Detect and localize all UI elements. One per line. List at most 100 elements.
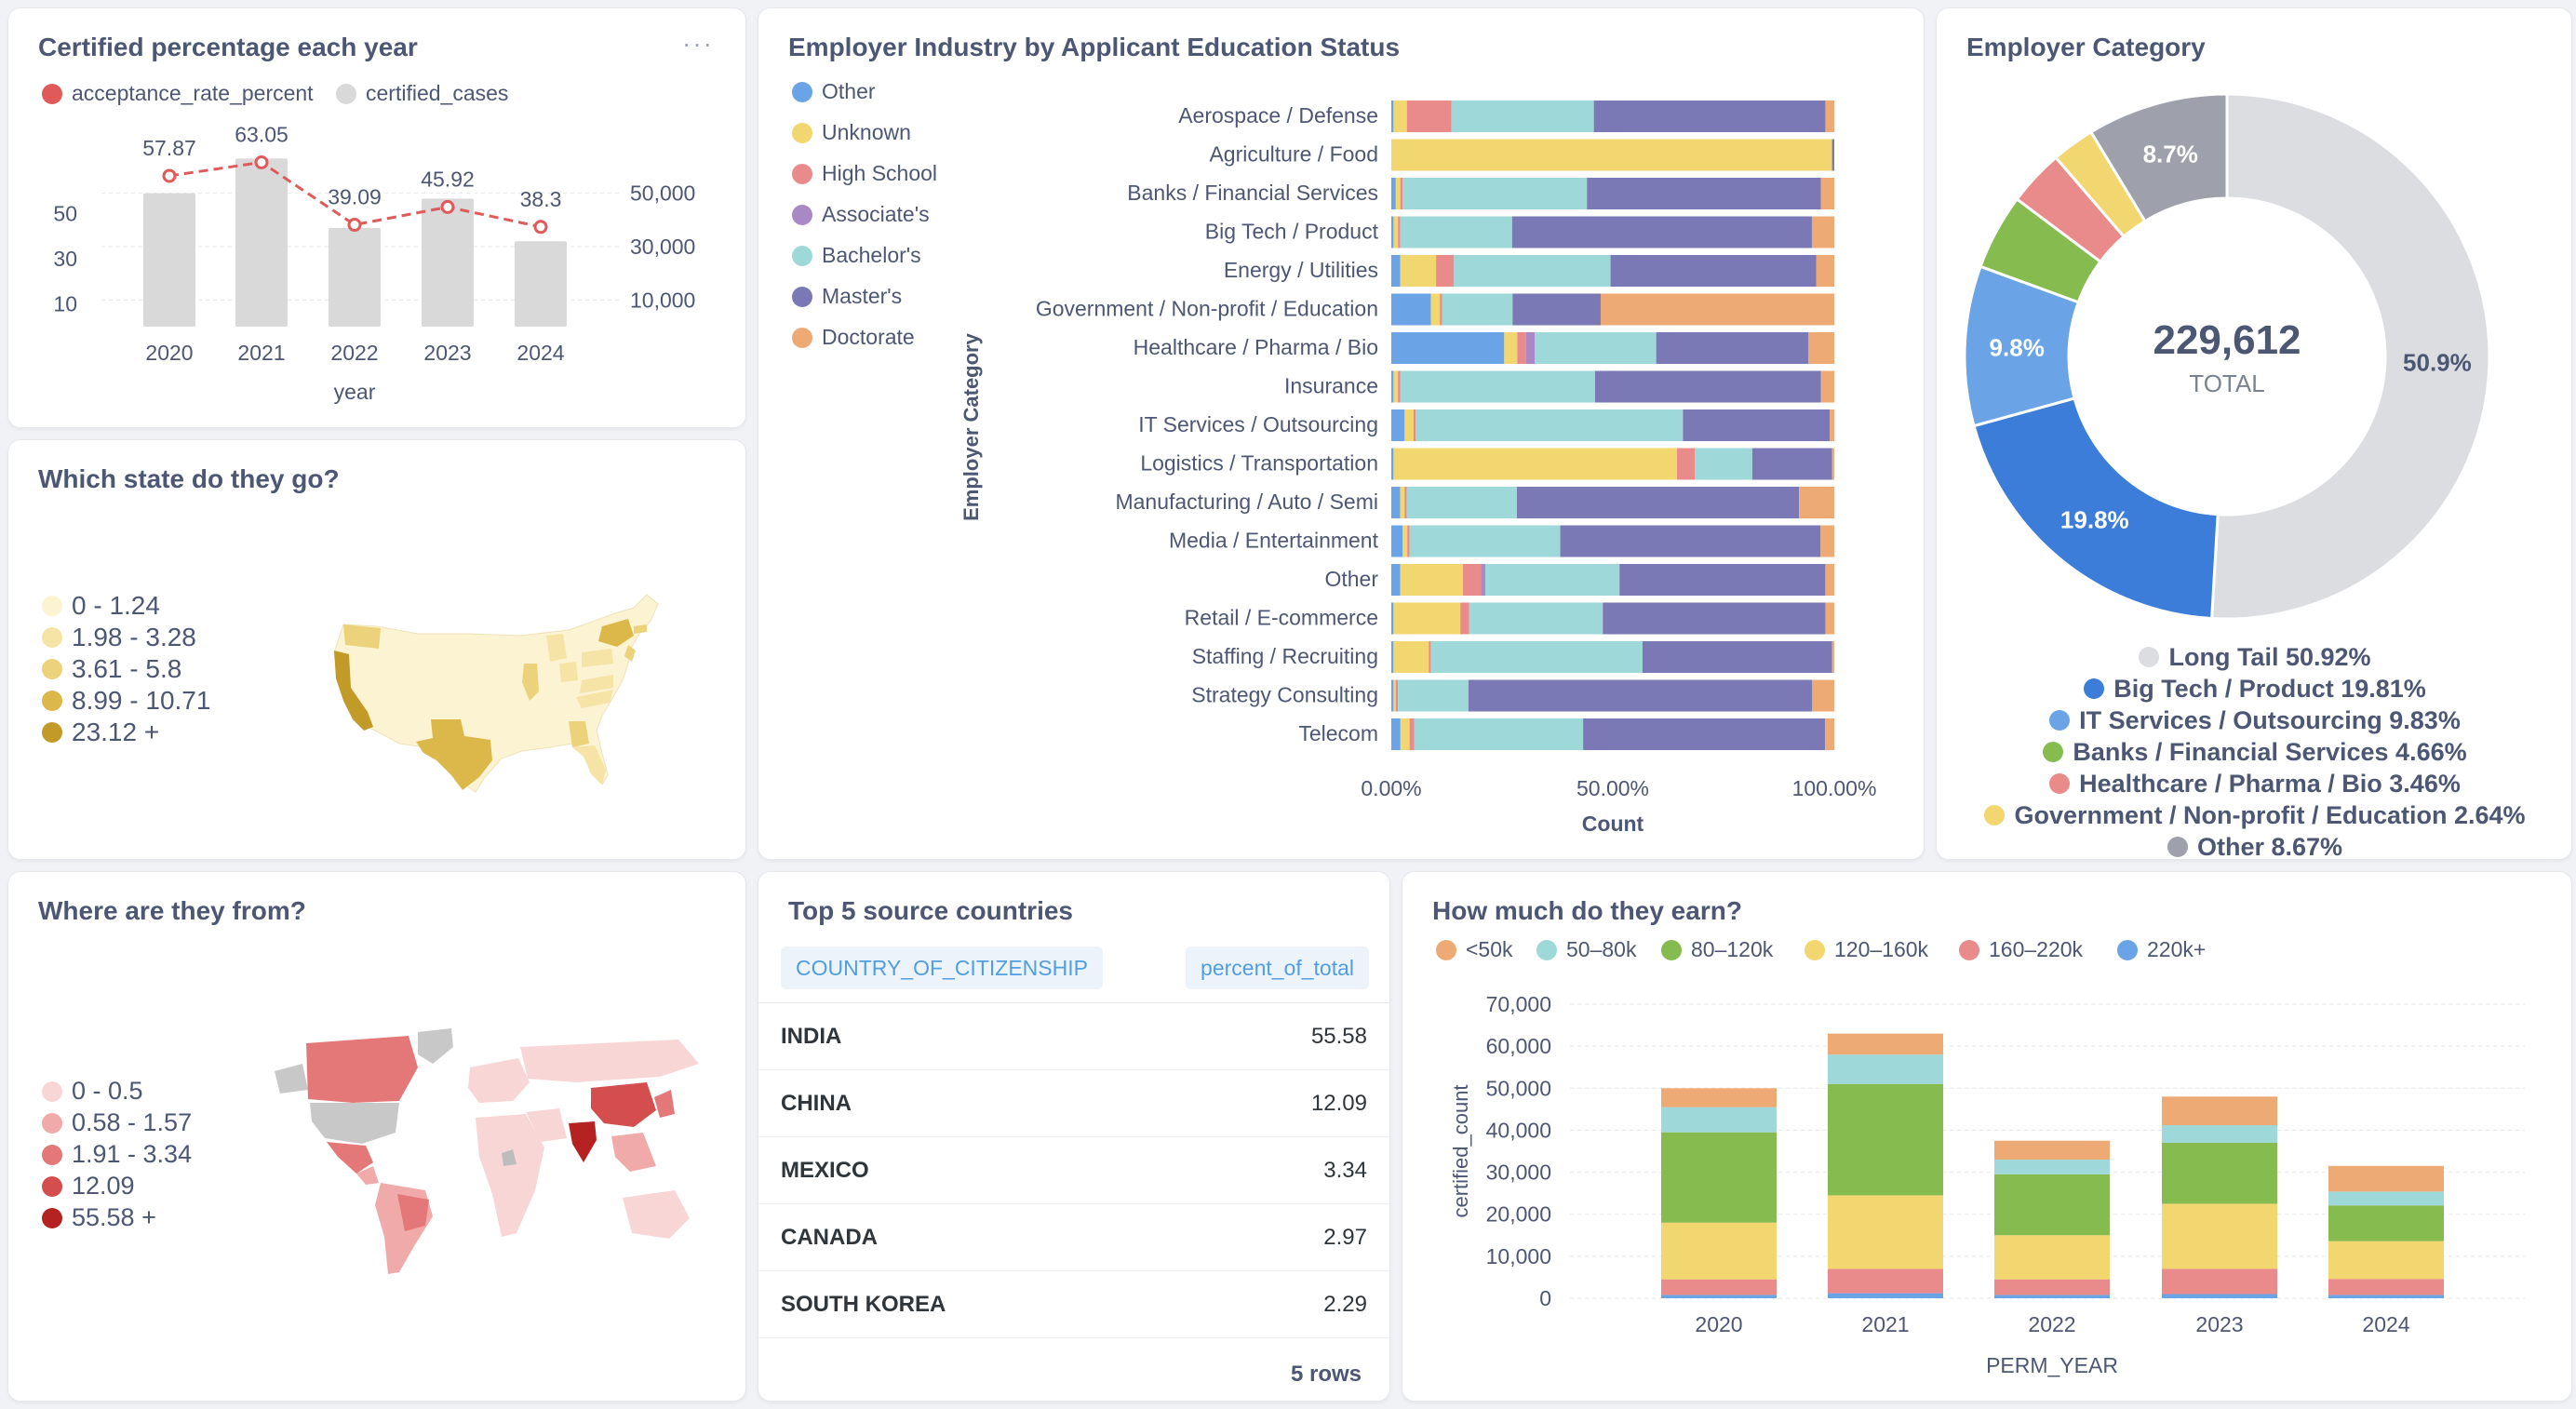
- legend-item[interactable]: Unknown: [792, 120, 911, 145]
- legend-item[interactable]: Banks / Financial Services 4.66%: [1937, 736, 2571, 768]
- cell-percent: 2.29: [1323, 1291, 1367, 1317]
- column-segment: [1661, 1088, 1777, 1107]
- state-illinois: [522, 664, 539, 701]
- table-row[interactable]: CHINA 12.09: [758, 1070, 1389, 1137]
- bar-segment: [1391, 101, 1394, 132]
- x-tick-label: 2021: [237, 341, 285, 365]
- legend-item[interactable]: 120–160k: [1805, 937, 1928, 962]
- y-category-label: Telecom: [1298, 721, 1378, 745]
- category-legend: Long Tail 50.92% Big Tech / Product 19.81…: [1937, 641, 2571, 860]
- legend-item[interactable]: Bachelor's: [792, 243, 921, 268]
- y-left-tick-label: 10: [53, 292, 77, 316]
- legend-item[interactable]: IT Services / Outsourcing 9.83%: [1937, 704, 2571, 736]
- legend-dot-icon: [336, 83, 356, 104]
- bar-segment: [1511, 216, 1812, 248]
- legend-item[interactable]: 23.12 +: [42, 718, 159, 747]
- bar-segment: [1400, 718, 1410, 750]
- legend-item[interactable]: 220k+: [2117, 937, 2206, 962]
- card-earnings: How much do they earn? <50k 50–80k 80–120k…: [1402, 871, 2572, 1402]
- bar-segment: [1404, 409, 1414, 441]
- card-certified-percentage: Certified percentage each year ··· accep…: [7, 7, 746, 428]
- legend-item[interactable]: 8.99 - 10.71: [42, 686, 210, 716]
- map-unknown: [502, 1149, 517, 1166]
- card-employer-category: Employer Category 50.9% 19.8% 9.8% 8.7% 229…: [1936, 7, 2572, 860]
- y-category-label: Energy / Utilities: [1224, 258, 1378, 282]
- legend-label: Other 8.67%: [2196, 832, 2343, 860]
- x-tick-label: 2022: [330, 341, 378, 365]
- legend-item[interactable]: 55.58 +: [42, 1203, 156, 1232]
- bar-segment: [1395, 178, 1401, 209]
- state-massachusetts: [634, 624, 647, 634]
- bar-segment: [1820, 178, 1834, 209]
- legend-item[interactable]: 160–220k: [1959, 937, 2083, 962]
- y-right-tick-label: 30,000: [630, 235, 695, 259]
- legend-swatch-icon: [792, 245, 812, 266]
- legend-item-acceptance-rate[interactable]: acceptance_rate_percent: [42, 81, 314, 106]
- bar-segment: [1413, 409, 1416, 441]
- legend-label: Healthcare / Pharma / Bio 3.46%: [2079, 769, 2461, 798]
- bar-segment: [1391, 370, 1394, 403]
- column-header-percent[interactable]: percent_of_total: [1186, 946, 1369, 989]
- legend-item[interactable]: 80–120k: [1661, 937, 1773, 962]
- legend-item[interactable]: High School: [792, 161, 937, 186]
- legend-swatch-icon: [2117, 939, 2138, 960]
- legend-item[interactable]: <50k: [1436, 937, 1513, 962]
- legend-item[interactable]: Master's: [792, 284, 902, 309]
- legend-item[interactable]: 12.09: [42, 1172, 135, 1201]
- legend-item[interactable]: 1.91 - 3.34: [42, 1140, 192, 1169]
- column-segment: [1994, 1279, 2110, 1295]
- legend-item[interactable]: Other: [792, 79, 876, 104]
- legend-item[interactable]: Doctorate: [792, 325, 915, 350]
- x-tick-label: 0.00%: [1361, 776, 1421, 800]
- bar-segment: [1391, 139, 1832, 171]
- bar-segment: [1409, 525, 1561, 557]
- data-label: 39.09: [328, 185, 382, 209]
- data-label: 38.3: [520, 187, 562, 211]
- more-dots-icon[interactable]: ···: [682, 29, 714, 58]
- legend-item[interactable]: Healthcare / Pharma / Bio 3.46%: [1937, 768, 2571, 799]
- bar-segment: [1391, 718, 1401, 750]
- legend-item-certified-cases[interactable]: certified_cases: [336, 81, 508, 106]
- column-segment: [1994, 1295, 2110, 1298]
- y-left-tick-label: 50: [53, 201, 77, 225]
- legend-item[interactable]: Associate's: [792, 202, 930, 227]
- line-point: [440, 199, 455, 214]
- legend-item[interactable]: 0 - 0.5: [42, 1077, 143, 1106]
- combo-chart: 2020 2021 2022 2023 2024 57.87 63.05 39.09 45.92…: [53, 122, 695, 404]
- legend-label: 3.61 - 5.8: [72, 654, 182, 683]
- legend-label: High School: [822, 161, 938, 185]
- legend-item[interactable]: 50–80k: [1536, 937, 1636, 962]
- legend-item[interactable]: Big Tech / Product 19.81%: [1937, 673, 2571, 704]
- column-segment: [1661, 1279, 1777, 1295]
- column-header-country[interactable]: COUNTRY_OF_CITIZENSHIP: [781, 946, 1103, 989]
- legend-swatch-icon: [2049, 773, 2071, 794]
- bar-segment: [1825, 602, 1834, 635]
- table-row[interactable]: MEXICO 3.34: [758, 1137, 1389, 1204]
- legend-label: Long Tail 50.92%: [2168, 642, 2371, 671]
- table-row[interactable]: INDIA 55.58: [758, 1003, 1389, 1070]
- legend-item[interactable]: 0 - 1.24: [42, 591, 160, 621]
- legend-item[interactable]: Other 8.67%: [1937, 831, 2571, 860]
- legend-item[interactable]: Long Tail 50.92%: [1937, 641, 2571, 673]
- column-segment: [1661, 1222, 1777, 1280]
- bar-segment: [1831, 139, 1834, 171]
- legend-item[interactable]: 1.98 - 3.28: [42, 623, 196, 652]
- bar-segment: [1442, 293, 1513, 326]
- bar-segment: [1516, 487, 1800, 518]
- bar-segment: [1391, 679, 1394, 712]
- bar-segment: [1393, 216, 1399, 248]
- legend-item[interactable]: 3.61 - 5.8: [42, 654, 181, 684]
- legend-item[interactable]: Government / Non-profit / Education 2.64…: [1937, 799, 2571, 831]
- bar-segment: [1391, 564, 1401, 596]
- table-row[interactable]: CANADA 2.97: [758, 1204, 1389, 1271]
- legend-swatch-icon: [42, 1112, 62, 1134]
- table-row[interactable]: SOUTH KOREA 2.29: [758, 1271, 1389, 1338]
- legend-item[interactable]: 0.58 - 1.57: [42, 1108, 192, 1137]
- y-tick-label: 10,000: [1486, 1244, 1551, 1268]
- line-point: [162, 168, 177, 183]
- bar-segment: [1656, 332, 1808, 364]
- table-header-divider: [758, 1002, 1389, 1003]
- bar-segment: [1391, 255, 1401, 287]
- bar-segment: [1683, 409, 1831, 441]
- x-tick-label: 2020: [1695, 1312, 1742, 1336]
